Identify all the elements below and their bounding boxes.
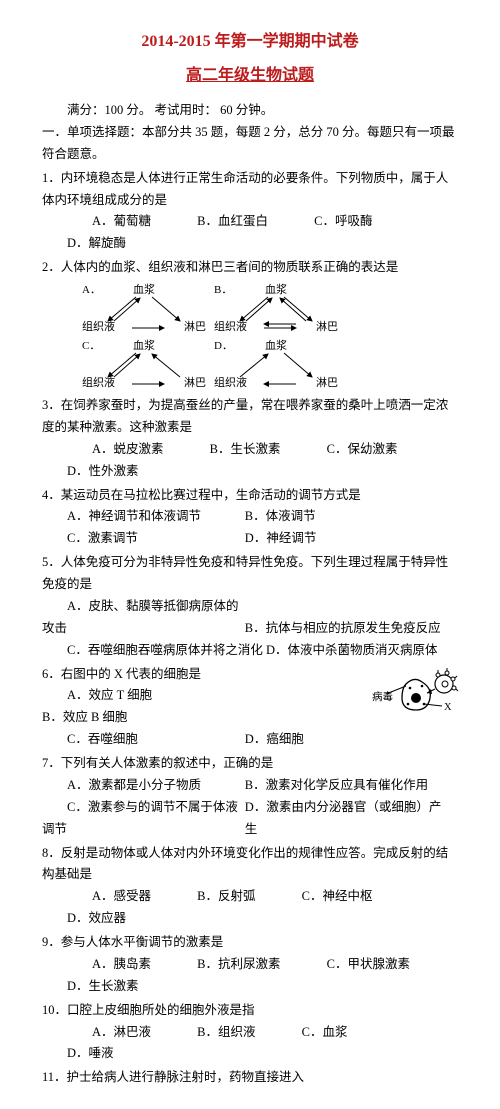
q9-opt-b: B．抗利尿激素 [172,954,280,976]
q8-options: A．感受器 B．反射弧 C．神经中枢 D．效应器 [42,886,458,930]
q7-opt-b: B．激素对化学反应具有催化作用 [245,775,445,797]
q11-stem: 11．护士给病人进行静脉注射时，药物直接进入 [42,1067,458,1089]
q2-diagram-a: A． 血浆 组织液 淋巴 [82,283,206,335]
q5-opt-a: A．皮肤、黏膜等抵御病原体的攻击 [42,596,242,640]
q8-opt-c: C．神经中枢 [277,886,373,908]
question-10: 10．口腔上皮细胞所处的细胞外液是指 A．淋巴液 B．组织液 C．血浆 D．唾液 [42,1000,458,1066]
q4-opt-d: D．神经调节 [245,528,445,550]
node-top: 血浆 [265,281,287,300]
q5-opt-d: D．体液中杀菌物质消灭病原体 [266,643,438,657]
virus-label: 病毒 [372,690,393,703]
q1-opt-b: B．血红蛋白 [172,211,268,233]
q7-options: A．激素都是小分子物质 B．激素对化学反应具有催化作用 C．激素参与的调节不属于… [42,775,458,841]
question-1: 1．内环境稳态是人体进行正常生命活动的必要条件。下列物质中，属于人体内环境组成成… [42,168,458,256]
question-3: 3．在饲养家蚕时，为提高蚕丝的产量，常在喂养家蚕的桑叶上喷洒一定浓度的某种激素。… [42,395,458,483]
node-left: 组织液 [82,318,115,337]
question-5: 5．人体免疫可分为非特异性免疫和特异性免疫。下列生理过程属于特异性免疫的是 A．… [42,552,458,661]
q9-opt-c: C．甲状腺激素 [302,954,410,976]
question-7: 7．下列有关人体激素的叙述中，正确的是 A．激素都是小分子物质 B．激素对化学反… [42,753,458,841]
x-label: X [444,702,452,713]
node-right: 淋巴 [184,318,206,337]
node-left: 组织液 [82,374,115,393]
q5-options: A．皮肤、黏膜等抵御病原体的攻击 B．抗体与相应的抗原发生免疫反应 C．吞噬细胞… [42,596,458,662]
node-right: 淋巴 [316,318,338,337]
page-title-2: 高二年级生物试题 [42,62,458,90]
q3-opt-b: B．生长激素 [185,439,281,461]
q4-opt-b: B．体液调节 [245,506,445,528]
q9-opt-d: D．生长激素 [42,976,139,998]
q8-opt-d: D．效应器 [42,908,126,930]
q4-stem: 4．某运动员在马拉松比赛过程中，生命活动的调节方式是 [42,485,458,507]
q6-opt-c: C．吞噬细胞 [42,729,242,751]
q6-opt-a: A．效应 T 细胞 [42,685,242,707]
node-right: 淋巴 [316,374,338,393]
section-1-intro: 一．单项选择题：本部分共 35 题，每题 2 分，总分 70 分。每题只有一项最… [42,122,458,166]
q10-opt-c: C．血浆 [277,1022,348,1044]
question-4: 4．某运动员在马拉松比赛过程中，生命活动的调节方式是 A．神经调节和体液调节 B… [42,485,458,551]
q2-diagrams-row1: A． 血浆 组织液 淋巴 B． 血浆 组织液 [82,283,458,335]
node-top: 血浆 [133,281,155,300]
q9-stem: 9．参与人体水平衡调节的激素是 [42,932,458,954]
q4-options: A．神经调节和体液调节 B．体液调节 C．激素调节 D．神经调节 [42,506,458,550]
node-left: 组织液 [214,374,247,393]
q10-opt-b: B．组织液 [172,1022,255,1044]
exam-info: 满分：100 分。 考试用时： 60 分钟。 [42,100,458,122]
q1-opt-d: D．解旋酶 [42,233,126,255]
q6-figure: 病毒 X [372,664,458,728]
q9-options: A．胰岛素 B．抗利尿激素 C．甲状腺激素 D．生长激素 [42,954,458,998]
node-right: 淋巴 [184,374,206,393]
question-9: 9．参与人体水平衡调节的激素是 A．胰岛素 B．抗利尿激素 C．甲状腺激素 D．… [42,932,458,998]
q3-opt-d: D．性外激素 [42,461,139,483]
q5-opt-c: C．吞噬细胞吞噬病原体并将之消化 [42,640,263,662]
q8-opt-b: B．反射弧 [172,886,255,908]
question-2: 2．人体内的血浆、组织液和淋巴三者间的物质联系正确的表达是 A． 血浆 组织液 … [42,257,458,391]
q2-diagram-c: C． 血浆 组织液 淋巴 [82,339,206,391]
q3-options: A．蜕皮激素 B．生长激素 C．保幼激素 D．性外激素 [42,439,458,483]
q2-diagram-b: B． 血浆 组织液 淋巴 [214,283,338,335]
q2-diagram-d: D． 血浆 组织液 淋巴 [214,339,338,391]
q10-opt-a: A．淋巴液 [67,1022,151,1044]
q1-options: A．葡萄糖 B．血红蛋白 C．呼吸酶 D．解旋酶 [42,211,458,255]
question-8: 8．反射是动物体或人体对内外环境变化作出的规律性应答。完成反射的结构基础是 A．… [42,843,458,931]
q6-opt-b: B．效应 B 细胞 [42,707,242,729]
q4-opt-c: C．激素调节 [42,528,242,550]
q1-stem: 1．内环境稳态是人体进行正常生命活动的必要条件。下列物质中，属于人体内环境组成成… [42,168,458,212]
q10-options: A．淋巴液 B．组织液 C．血浆 D．唾液 [42,1022,458,1066]
node-left: 组织液 [214,318,247,337]
q2-stem: 2．人体内的血浆、组织液和淋巴三者间的物质联系正确的表达是 [42,257,458,279]
q3-opt-c: C．保幼激素 [302,439,398,461]
q8-stem: 8．反射是动物体或人体对内外环境变化作出的规律性应答。完成反射的结构基础是 [42,843,458,887]
q6-opt-d: D．癌细胞 [245,729,445,751]
q8-opt-a: A．感受器 [67,886,151,908]
q3-stem: 3．在饲养家蚕时，为提高蚕丝的产量，常在喂养家蚕的桑叶上喷洒一定浓度的某种激素。… [42,395,458,439]
question-6: 病毒 X 6．右图中的 X 代表的细胞是 A．效应 T 细胞 B．效应 B 细胞… [42,664,458,752]
q2-diagrams-row2: C． 血浆 组织液 淋巴 D． 血浆 组织液 淋巴 [82,339,458,391]
q7-opt-d: D．激素由内分泌器官（或细胞）产生 [245,797,445,841]
node-top: 血浆 [133,337,155,356]
question-11: 11．护士给病人进行静脉注射时，药物直接进入 [42,1067,458,1089]
q7-stem: 7．下列有关人体激素的叙述中，正确的是 [42,753,458,775]
q1-opt-a: A．葡萄糖 [67,211,151,233]
q7-opt-a: A．激素都是小分子物质 [42,775,242,797]
page-title-1: 2014-2015 年第一学期期中试卷 [42,28,458,56]
q5-opt-b: B．抗体与相应的抗原发生免疫反应 [245,618,445,640]
node-top: 血浆 [265,337,287,356]
q1-opt-c: C．呼吸酶 [289,211,372,233]
q7-opt-c: C．激素参与的调节不属于体液调节 [42,797,242,841]
q4-opt-a: A．神经调节和体液调节 [42,506,242,528]
q9-opt-a: A．胰岛素 [67,954,151,976]
q5-stem: 5．人体免疫可分为非特异性免疫和特异性免疫。下列生理过程属于特异性免疫的是 [42,552,458,596]
q10-stem: 10．口腔上皮细胞所处的细胞外液是指 [42,1000,458,1022]
q10-opt-d: D．唾液 [42,1043,114,1065]
q3-opt-a: A．蜕皮激素 [67,439,164,461]
